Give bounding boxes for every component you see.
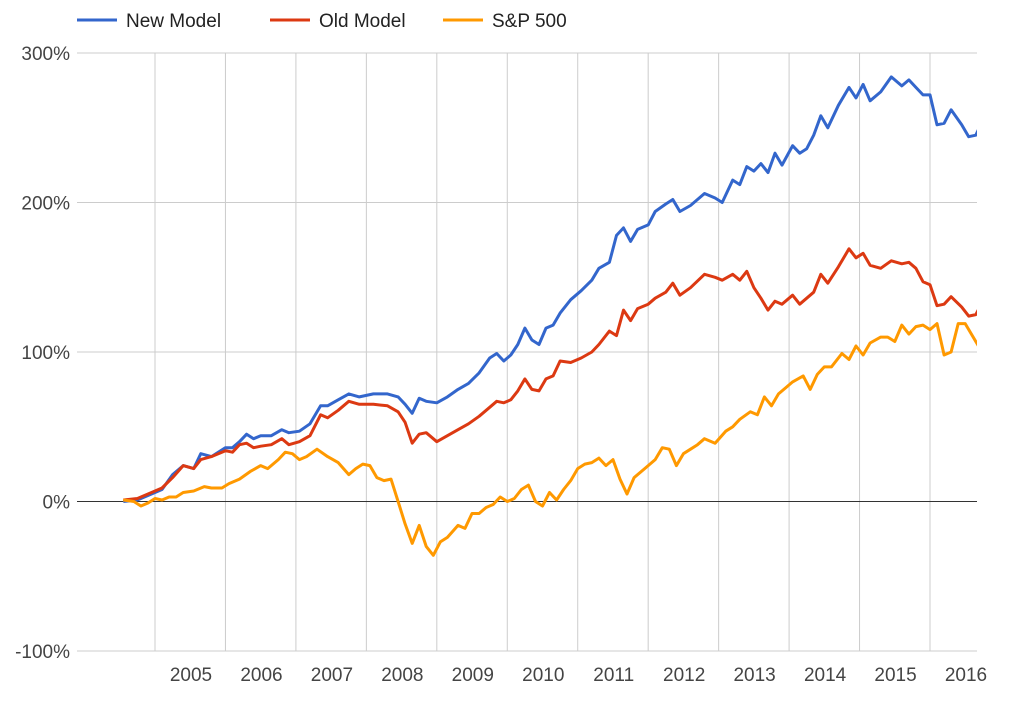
series-line-0: [123, 75, 977, 503]
y-tick-label: 100%: [21, 343, 70, 364]
x-tick-label: 2012: [663, 665, 705, 686]
x-tick-label: 2015: [874, 665, 916, 686]
series-lines: [123, 75, 977, 557]
series-line-2: [123, 322, 977, 557]
y-tick-label: 300%: [21, 44, 70, 65]
series-line-1: [123, 247, 977, 502]
y-tick-label: 0%: [43, 493, 71, 514]
legend[interactable]: New Model Old Model S&P 500: [77, 11, 567, 32]
y-tick-label: -100%: [15, 642, 70, 663]
x-tick-label: 2011: [593, 665, 634, 686]
x-tick-label: 2005: [170, 665, 212, 686]
legend-item[interactable]: Old Model: [270, 11, 406, 32]
x-tick-label: 2008: [381, 665, 423, 686]
x-tick-label: 2010: [522, 665, 564, 686]
legend-label: S&P 500: [492, 11, 567, 32]
legend-item[interactable]: S&P 500: [443, 11, 567, 32]
legend-label: Old Model: [319, 11, 406, 32]
x-tick-label: 2007: [311, 665, 353, 686]
x-tick-label: 2006: [240, 665, 282, 686]
x-tick-label: 2009: [452, 665, 494, 686]
x-tick-label: 2016: [945, 665, 987, 686]
x-tick-label: 2013: [733, 665, 775, 686]
x-axis-tick-labels: 2005 2006 2007 2008 2009 2010 2011 2012 2013 2014…: [170, 665, 987, 686]
legend-label: New Model: [126, 11, 221, 32]
y-tick-label: 200%: [21, 194, 70, 215]
legend-item[interactable]: New Model: [77, 11, 221, 32]
y-axis-tick-labels: -100% 0% 100% 200% 300%: [15, 44, 70, 663]
x-tick-label: 2014: [804, 665, 847, 686]
grid-lines: [77, 52, 977, 652]
